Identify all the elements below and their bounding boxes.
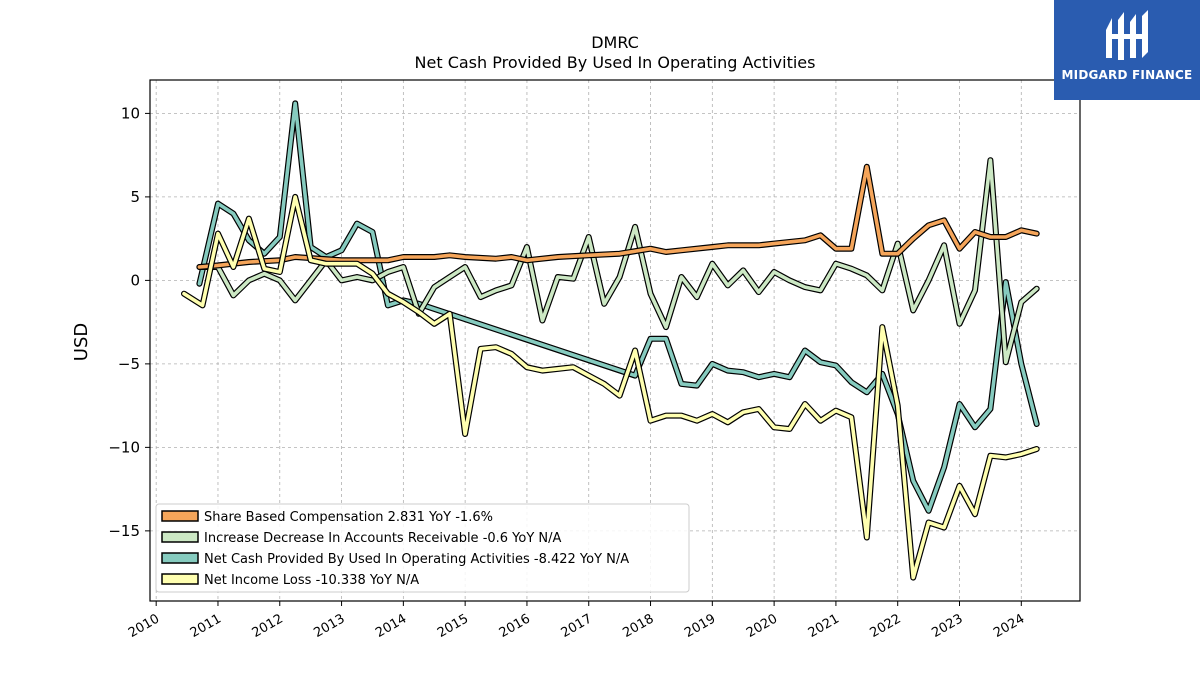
midgard-logo-icon bbox=[1106, 10, 1148, 60]
y-axis-label: USD bbox=[71, 323, 92, 361]
x-tick-label: 2021 bbox=[806, 611, 842, 641]
x-tick-label: 2024 bbox=[991, 611, 1027, 641]
y-tick-label: −15 bbox=[108, 522, 140, 540]
legend-swatch bbox=[161, 531, 199, 543]
series-net-income-loss bbox=[181, 193, 1040, 581]
x-tick-label: 2016 bbox=[497, 611, 533, 641]
series-net-cash-provided-by-used-in-operating-activities bbox=[196, 100, 1040, 514]
y-tick-label: −10 bbox=[108, 438, 140, 456]
x-axis: 2010 2011 2012 2013 2014 2015 2016 2017 2018 2019… bbox=[126, 601, 1027, 641]
chart-subtitle: Net Cash Provided By Used In Operating A… bbox=[415, 53, 816, 72]
legend-label: Net Income Loss -10.338 YoY N/A bbox=[204, 573, 419, 588]
x-tick-label: 2014 bbox=[373, 611, 409, 641]
x-tick-label: 2020 bbox=[744, 611, 780, 641]
series-increase-decrease-in-accounts-receivable bbox=[196, 157, 1040, 366]
y-tick-label: 10 bbox=[121, 104, 140, 122]
x-tick-label: 2010 bbox=[126, 611, 162, 641]
legend-label: Share Based Compensation 2.831 YoY -1.6% bbox=[204, 510, 493, 525]
legend-item: Net Income Loss -10.338 YoY N/A bbox=[161, 573, 419, 588]
legend-swatch bbox=[161, 573, 199, 585]
series-line bbox=[197, 165, 1039, 269]
series-layer bbox=[181, 100, 1040, 581]
y-tick-label: 0 bbox=[130, 271, 140, 289]
logo-text: MIDGARD FINANCE bbox=[1061, 68, 1193, 82]
series-line bbox=[182, 195, 1039, 580]
legend-label: Increase Decrease In Accounts Receivable… bbox=[204, 531, 562, 546]
plot-frame bbox=[149, 79, 1081, 602]
midgard-finance-logo: MIDGARD FINANCE bbox=[1054, 0, 1200, 100]
legend-label: Net Cash Provided By Used In Operating A… bbox=[204, 552, 629, 567]
x-tick-label: 2015 bbox=[435, 611, 471, 641]
legend-item: Increase Decrease In Accounts Receivable… bbox=[161, 531, 562, 546]
x-tick-label: 2017 bbox=[559, 611, 595, 641]
y-tick-label: 5 bbox=[130, 188, 140, 206]
chart-title: DMRC bbox=[591, 33, 639, 52]
legend-box bbox=[155, 503, 690, 593]
y-axis: 10 5 0 −5 −10 −15 bbox=[108, 104, 150, 540]
legend-swatch bbox=[161, 510, 199, 522]
series-line bbox=[197, 101, 1039, 513]
x-tick-label: 2023 bbox=[929, 611, 965, 641]
legend-item: Net Cash Provided By Used In Operating A… bbox=[161, 552, 629, 567]
series-line-outline bbox=[196, 163, 1040, 270]
legend-item: Share Based Compensation 2.831 YoY -1.6% bbox=[161, 510, 493, 525]
x-tick-label: 2012 bbox=[250, 611, 286, 641]
y-tick-label: −5 bbox=[118, 355, 140, 373]
x-tick-label: 2011 bbox=[188, 611, 224, 641]
x-tick-label: 2019 bbox=[682, 611, 718, 641]
x-tick-label: 2018 bbox=[620, 611, 656, 641]
series-share-based-compensation bbox=[196, 163, 1040, 270]
legend-swatch bbox=[161, 552, 199, 564]
legend: Share Based Compensation 2.831 YoY -1.6%… bbox=[155, 503, 690, 593]
x-tick-label: 2013 bbox=[311, 611, 347, 641]
series-line bbox=[197, 158, 1039, 365]
x-tick-label: 2022 bbox=[868, 611, 904, 641]
